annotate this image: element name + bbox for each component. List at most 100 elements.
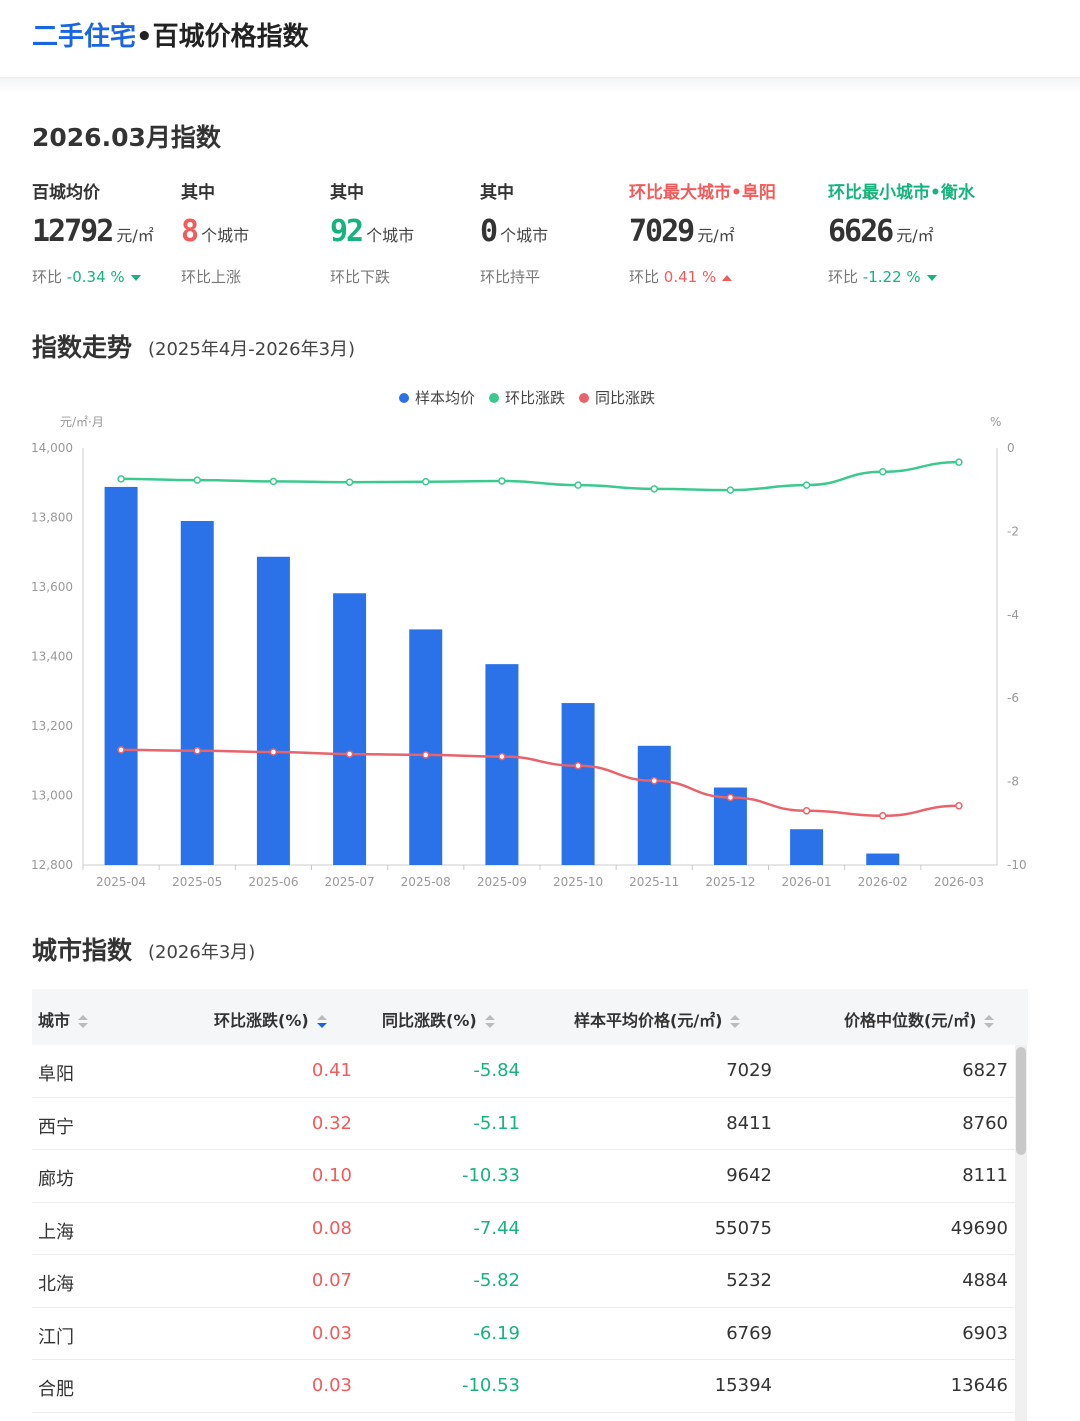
sort-icon[interactable] <box>484 1014 495 1029</box>
legend-label: 样本均价 <box>415 389 475 407</box>
header-divider <box>0 78 1080 94</box>
city-subtitle: (2026年3月) <box>148 942 256 963</box>
data-point <box>422 751 430 759</box>
data-point <box>117 746 125 754</box>
x-tick-label: 2025-07 <box>325 875 375 889</box>
data-point <box>269 748 278 756</box>
right-tick-label: -10 <box>1007 858 1027 872</box>
legend-marker <box>579 393 589 403</box>
trend-title: 指数走势 <box>32 333 133 362</box>
bar <box>104 486 138 865</box>
table-row[interactable]: 江门 0.03 -6.19 6769 6903 <box>32 1308 1016 1360</box>
right-tick-label: -2 <box>1007 524 1019 538</box>
col-yoy[interactable]: 同比涨跌(%) <box>382 1007 495 1031</box>
stat-min-city: 环比最小城市•衡水 6626 元/㎡ 环比 -1.22 % <box>828 183 975 286</box>
data-point <box>726 793 735 802</box>
data-point <box>802 481 811 489</box>
x-tick-label: 2025-11 <box>629 875 679 889</box>
table-row[interactable]: 合肥 0.03 -10.53 15394 13646 <box>32 1360 1016 1413</box>
down-arrow-icon <box>130 274 141 281</box>
left-tick-label: 13,400 <box>31 650 73 664</box>
data-point <box>879 468 887 476</box>
page-header: 二手住宅•百城价格指数 <box>0 0 1080 78</box>
stat-max-city: 环比最大城市•阜阳 7029 元/㎡ 环比 0.41 % <box>629 183 776 286</box>
data-point <box>879 812 887 820</box>
col-city[interactable]: 城市 <box>38 1007 89 1031</box>
bar <box>485 664 519 865</box>
x-tick-label: 2025-06 <box>248 875 298 889</box>
right-tick-label: 0 <box>1007 441 1015 455</box>
table-row[interactable]: 阜阳 0.41 -5.84 7029 6827 <box>32 1045 1016 1098</box>
sort-icon[interactable] <box>984 1014 995 1029</box>
series-line <box>121 748 959 818</box>
data-point <box>955 802 963 810</box>
x-tick-label: 2025-08 <box>401 875 451 889</box>
series-line <box>121 460 959 492</box>
table-body: 阜阳 0.41 -5.84 7029 6827 西宁 0.32 -5.11 8411 8760 … <box>32 1045 1016 1413</box>
data-point <box>802 807 811 815</box>
data-point <box>498 477 506 485</box>
table-row[interactable]: 西宁 0.32 -5.11 8411 8760 <box>32 1098 1016 1150</box>
data-point <box>193 476 201 484</box>
data-point <box>726 486 735 494</box>
bar <box>409 629 443 865</box>
scrollbar-thumb[interactable] <box>1016 1047 1026 1155</box>
sort-icon[interactable] <box>78 1014 89 1029</box>
left-tick-label: 13,600 <box>31 580 73 594</box>
data-point <box>345 750 354 758</box>
bar <box>790 829 824 865</box>
data-point <box>269 477 278 486</box>
page-title: 二手住宅•百城价格指数 <box>32 22 309 52</box>
data-point <box>650 777 658 785</box>
down-arrow-icon <box>926 274 937 281</box>
x-tick-label: 2026-03 <box>934 875 984 889</box>
stat-average-price: 百城均价 12792 元/㎡ 环比 -0.34 % <box>32 183 154 286</box>
right-tick-label: -4 <box>1007 608 1019 622</box>
data-point <box>498 752 506 761</box>
up-arrow-icon <box>722 274 733 281</box>
left-tick-label: 12,800 <box>31 858 73 872</box>
col-median-price[interactable]: 价格中位数(元/㎡) <box>844 1007 995 1031</box>
data-point <box>117 475 125 483</box>
data-point <box>574 481 582 489</box>
sort-icon[interactable] <box>730 1014 741 1029</box>
data-point <box>193 746 201 755</box>
data-point <box>955 458 963 466</box>
legend-label: 同比涨跌 <box>595 389 655 407</box>
data-point <box>650 485 658 493</box>
stat-flat-cities: 其中 0 个城市 环比持平 <box>480 183 549 286</box>
bar <box>256 556 290 865</box>
city-title: 城市指数 <box>32 936 133 965</box>
data-point <box>345 478 354 486</box>
col-mom[interactable]: 环比涨跌(%) <box>214 1007 327 1031</box>
table-row[interactable]: 廊坊 0.10 -10.33 9642 8111 <box>32 1150 1016 1203</box>
city-table: 城市 环比涨跌(%) 同比涨跌(%) 样本平均价格(元/㎡) 价格中位数(元/㎡… <box>32 989 1028 1421</box>
trend-subtitle: (2025年4月-2026年3月) <box>148 339 356 360</box>
table-row[interactable]: 上海 0.08 -7.44 55075 49690 <box>32 1203 1016 1255</box>
left-tick-label: 13,800 <box>31 511 73 525</box>
x-tick-label: 2025-12 <box>705 875 755 889</box>
x-tick-label: 2026-01 <box>782 875 832 889</box>
data-point <box>422 478 430 486</box>
right-tick-label: -8 <box>1007 775 1019 789</box>
bar <box>637 745 671 865</box>
table-row[interactable]: 北海 0.07 -5.82 5232 4884 <box>32 1255 1016 1308</box>
sort-desc-icon[interactable] <box>316 1014 327 1029</box>
x-tick-label: 2026-02 <box>858 875 908 889</box>
legend-label: 环比涨跌 <box>505 389 565 407</box>
bar <box>180 520 214 865</box>
left-axis-label: 元/㎡·月 <box>60 415 104 429</box>
left-tick-label: 13,200 <box>31 719 73 733</box>
x-tick-label: 2025-04 <box>96 875 146 889</box>
right-tick-label: -6 <box>1007 691 1019 705</box>
bar <box>561 703 595 865</box>
x-tick-label: 2025-05 <box>172 875 222 889</box>
left-tick-label: 13,000 <box>31 789 73 803</box>
table-scrollbar[interactable] <box>1015 1045 1027 1421</box>
bar <box>333 593 367 865</box>
stat-falling-cities: 其中 92 个城市 环比下跌 <box>330 183 415 286</box>
index-trend-chart: 元/㎡·月 % 12,800 13,000 13,200 13,400 13,600 13,8… <box>31 389 1027 889</box>
legend-marker <box>489 393 499 403</box>
col-avg-price[interactable]: 样本平均价格(元/㎡) <box>574 1007 741 1031</box>
table-header: 城市 环比涨跌(%) 同比涨跌(%) 样本平均价格(元/㎡) 价格中位数(元/㎡… <box>32 989 1028 1045</box>
